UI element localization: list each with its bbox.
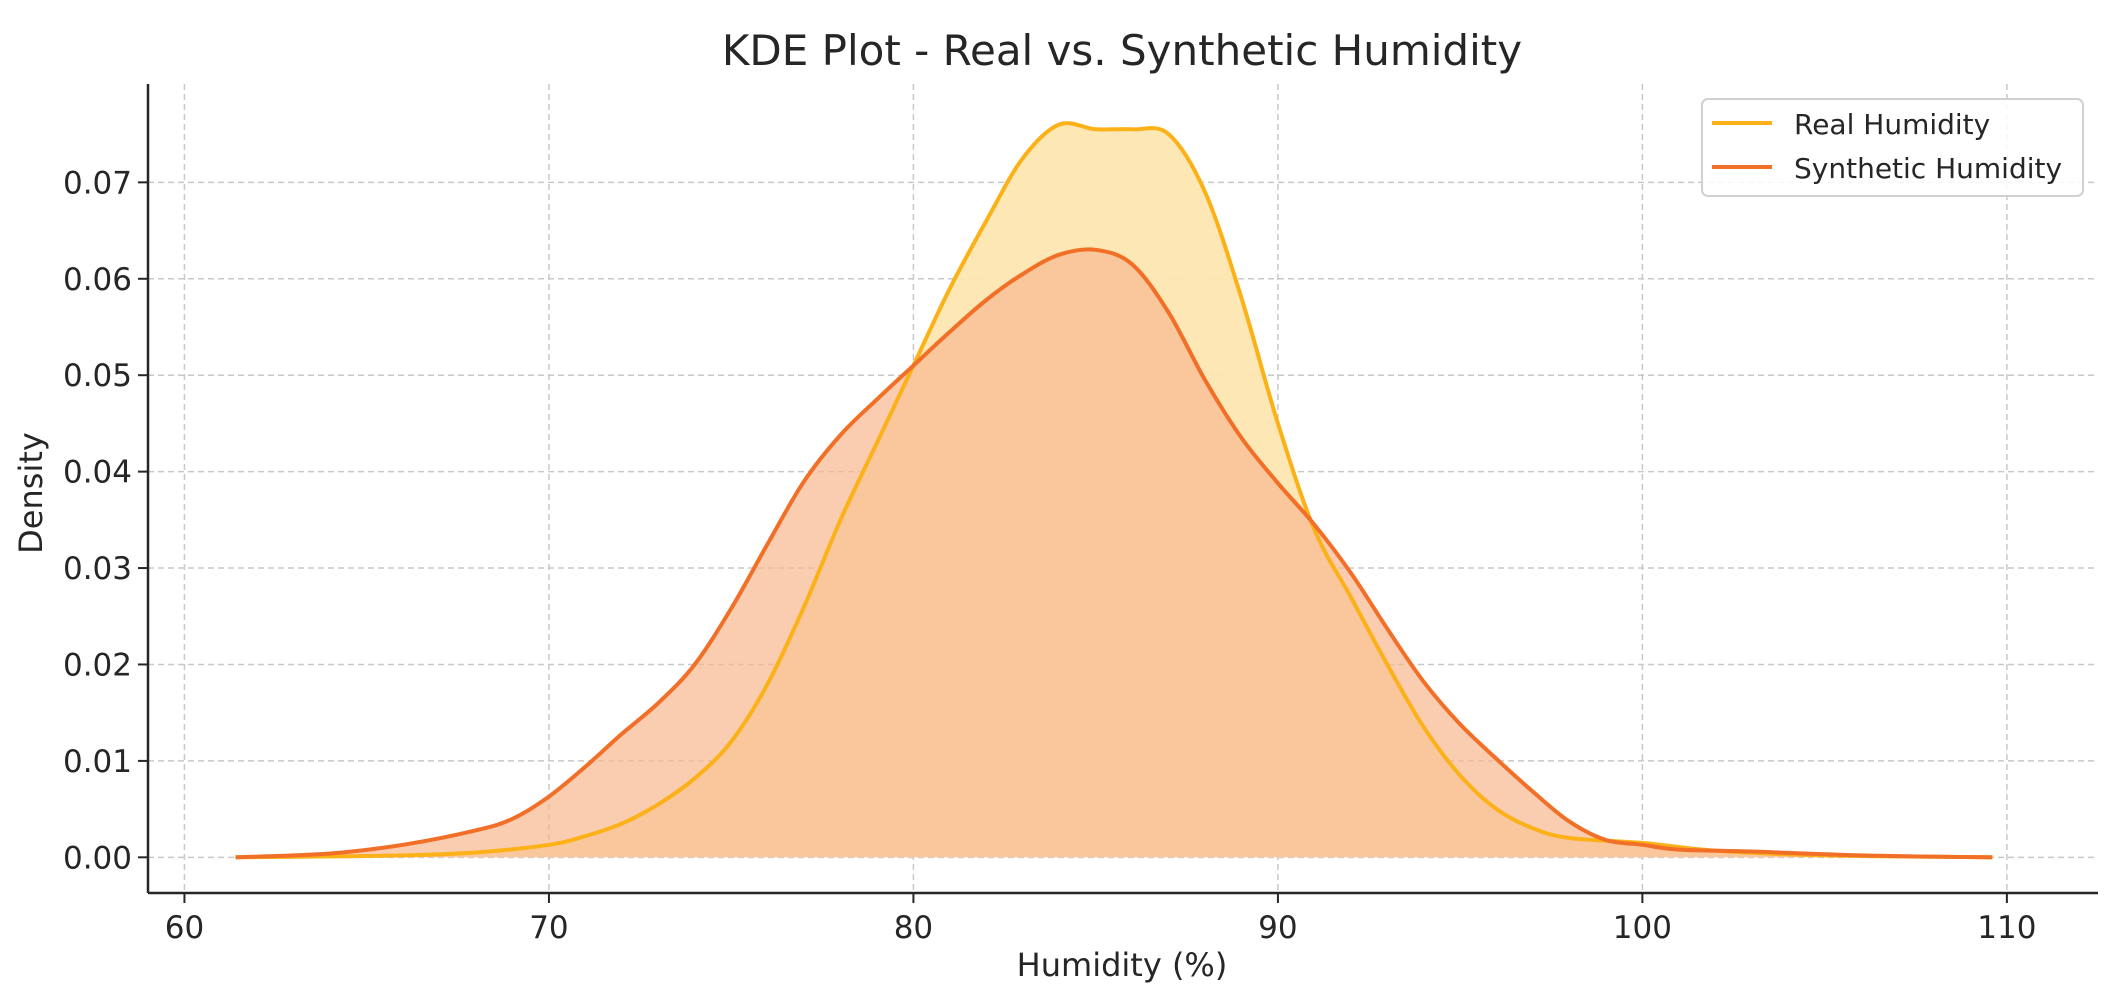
x-tick-label: 70 [529, 910, 568, 946]
y-tick-label: 0.04 [63, 455, 132, 491]
x-axis-label: Humidity (%) [1017, 946, 1228, 984]
legend-box [1701, 98, 2084, 197]
y-axis-ticks: 0.00 0.01 0.02 0.03 0.04 0.05 0.06 0.07 [63, 165, 148, 876]
area-synthetic [235, 249, 1993, 858]
x-axis-ticks: 60 70 80 90 100 110 [165, 893, 2036, 946]
y-tick-label: 0.00 [63, 840, 132, 876]
x-tick-label: 80 [894, 910, 933, 946]
y-axis-label: Density [12, 432, 50, 554]
line-synthetic [235, 247, 1993, 860]
y-tick-label: 0.07 [63, 165, 132, 201]
y-tick-label: 0.05 [63, 358, 132, 394]
legend: Real Humidity Synthetic Humidity [1701, 98, 2084, 197]
density-areas [235, 123, 1993, 858]
density-lines [235, 121, 1993, 860]
chart-title: KDE Plot - Real vs. Synthetic Humidity [722, 26, 1522, 75]
x-tick-label: 60 [165, 910, 204, 946]
x-tick-label: 110 [1977, 910, 2036, 946]
x-tick-label: 90 [1258, 910, 1297, 946]
y-tick-label: 0.06 [63, 262, 132, 298]
y-tick-label: 0.03 [63, 551, 132, 587]
y-tick-label: 0.01 [63, 744, 132, 780]
line-real [235, 121, 1993, 860]
x-tick-label: 100 [1613, 910, 1672, 946]
y-tick-label: 0.02 [63, 647, 132, 683]
legend-label-real: Real Humidity [1794, 108, 1990, 141]
legend-label-synthetic: Synthetic Humidity [1794, 152, 2062, 185]
